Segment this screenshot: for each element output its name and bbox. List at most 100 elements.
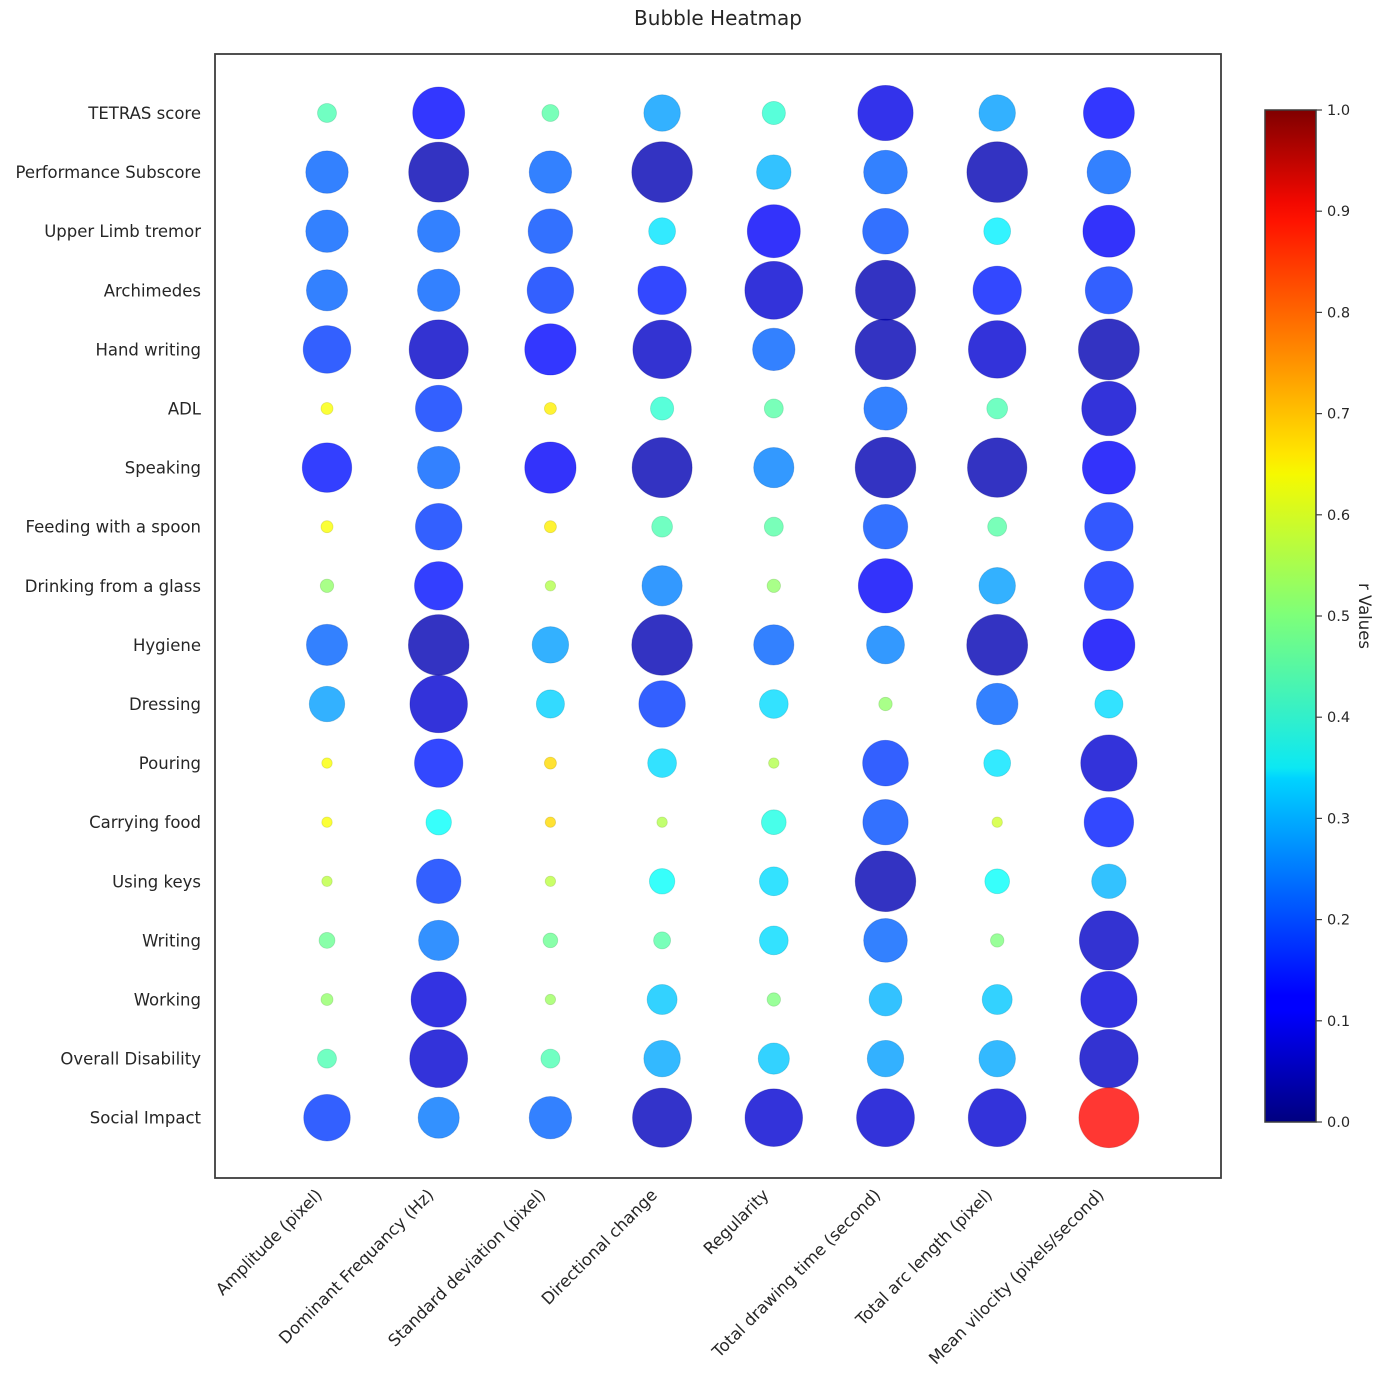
bubble <box>1086 149 1132 195</box>
bubble <box>643 1039 681 1078</box>
bubble <box>425 809 452 836</box>
bubble <box>863 918 908 963</box>
bubble <box>766 992 781 1007</box>
bubble <box>863 149 908 195</box>
bubble <box>528 1096 573 1140</box>
bubble <box>410 971 467 1028</box>
bubble <box>544 520 557 534</box>
bubble <box>306 269 348 312</box>
bubble <box>641 565 683 607</box>
bubble <box>540 1048 561 1069</box>
bubble <box>531 626 570 664</box>
y-tick-label: Working <box>134 991 201 1010</box>
bubble <box>1079 1028 1139 1089</box>
bubble <box>653 931 671 950</box>
y-tick-label: Pouring <box>139 754 201 773</box>
bubble <box>759 925 789 956</box>
bubble <box>967 437 1028 498</box>
colorbar: 0.0 0.1 0.2 0.3 0.4 0.5 0.6 0.7 0.8 0.9 1.0 r Valu… <box>1264 103 1374 1131</box>
bubble <box>527 208 574 254</box>
bubble <box>978 567 1016 605</box>
y-tick-label: Overall Disability <box>60 1050 201 1069</box>
bubble <box>631 437 693 499</box>
y-tick-label: ADL <box>168 400 202 419</box>
bubble <box>1083 560 1134 611</box>
colorbar-tick-label: 1.0 <box>1327 103 1350 119</box>
bubble <box>866 625 905 665</box>
bubble <box>544 756 557 770</box>
bubble <box>632 319 692 380</box>
colorbar-tick-label: 0.8 <box>1327 305 1350 321</box>
bubble <box>1083 87 1135 139</box>
bubble <box>855 259 916 321</box>
bubble <box>317 1048 337 1069</box>
bubble <box>856 1088 915 1148</box>
bubble <box>656 816 668 828</box>
bubble <box>987 516 1008 537</box>
y-tick-label: Hand writing <box>95 340 201 359</box>
bubble <box>319 578 335 593</box>
bubble <box>983 749 1012 777</box>
colorbar-ticks: 0.0 0.1 0.2 0.3 0.4 0.5 0.6 0.7 0.8 0.9 1.0 <box>1316 103 1350 1131</box>
colorbar-tick-label: 0.6 <box>1327 508 1350 524</box>
bubble <box>752 327 796 372</box>
bubble <box>1078 1087 1140 1149</box>
bubble <box>544 816 557 828</box>
bubble <box>990 933 1005 948</box>
y-axis-labels: TETRAS score Performance Subscore Upper L… <box>15 104 201 1128</box>
bubble <box>544 875 557 887</box>
bubble <box>526 266 575 314</box>
colorbar-tick-label: 0.7 <box>1327 407 1350 423</box>
bubble <box>409 674 468 734</box>
bubble <box>305 150 349 194</box>
y-tick-label: Social Impact <box>90 1109 202 1128</box>
bubble <box>535 689 565 719</box>
colorbar-tick-label: 0.2 <box>1327 913 1350 929</box>
bubble <box>857 558 914 614</box>
chart-title: Bubble Heatmap <box>634 6 802 30</box>
bubble <box>981 984 1013 1015</box>
y-tick-label: Speaking <box>125 459 201 478</box>
colorbar-tick-label: 0.3 <box>1327 811 1350 827</box>
bubble <box>418 919 460 961</box>
y-tick-label: Performance Subscore <box>15 163 201 182</box>
bubble <box>643 94 681 132</box>
colorbar-tick-label: 0.4 <box>1327 710 1350 726</box>
bubble <box>308 685 346 723</box>
bubble <box>753 624 795 666</box>
bubble <box>854 850 917 912</box>
bubble <box>976 682 1019 726</box>
x-axis-labels: Amplitude (pixel)Dominant Frequancy (Hz)… <box>212 1185 1108 1368</box>
bubble <box>863 386 908 431</box>
bubble <box>984 868 1010 895</box>
bubble <box>757 1042 790 1075</box>
bubble <box>302 325 352 374</box>
bubble <box>1084 502 1134 552</box>
bubble <box>417 209 461 253</box>
bubble <box>648 217 676 246</box>
bubble <box>305 209 349 253</box>
colorbar-tick-label: 0.5 <box>1327 609 1350 625</box>
bubble <box>1084 266 1133 315</box>
bubble <box>854 318 917 381</box>
bubble <box>966 141 1028 203</box>
x-tick-label: Regularity <box>700 1185 773 1258</box>
bubble <box>646 984 678 1015</box>
bubble <box>763 398 784 419</box>
bubble <box>1083 797 1135 848</box>
bubble <box>417 1096 460 1139</box>
bubble <box>868 982 903 1017</box>
colorbar-label: r Values <box>1355 583 1374 649</box>
colorbar-gradient <box>1264 109 1317 1123</box>
bubble <box>306 623 348 666</box>
bubble <box>631 614 693 676</box>
bubble <box>978 94 1016 132</box>
bubble <box>986 397 1008 420</box>
bubble <box>768 757 780 769</box>
bubble <box>862 207 909 255</box>
bubble <box>415 503 463 551</box>
bubble <box>317 103 337 123</box>
bubble <box>528 150 573 194</box>
bubble <box>1082 618 1136 672</box>
bubble <box>1082 204 1136 258</box>
